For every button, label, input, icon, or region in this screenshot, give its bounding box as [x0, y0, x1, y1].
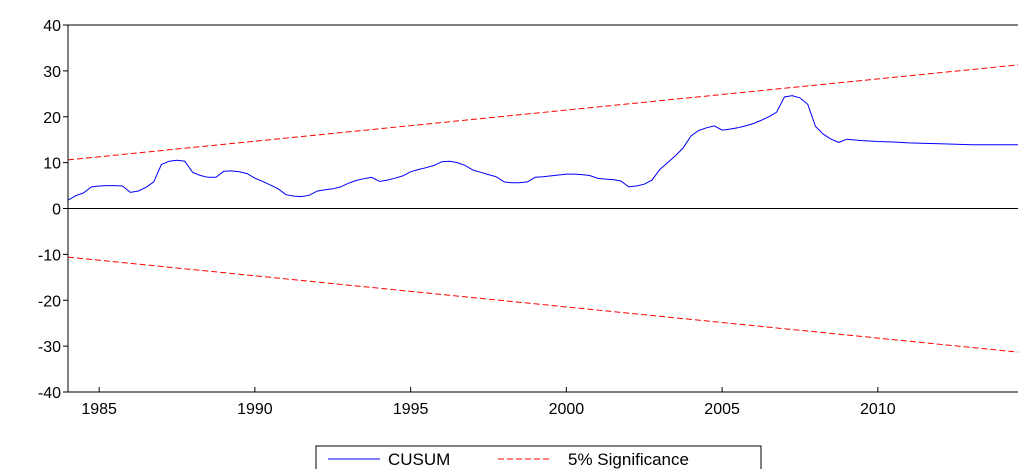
y-tick-label: -30	[38, 339, 61, 356]
cusum-line	[67, 95, 1018, 201]
x-tick-label: 2005	[704, 401, 740, 418]
y-tick-label: 0	[52, 202, 61, 219]
x-axis: 1985 1990 1995 2000 2005 2010	[81, 387, 896, 418]
y-tick-label: 20	[43, 110, 61, 127]
legend-label-significance: 5% Significance	[568, 450, 689, 469]
y-tick-label: -10	[38, 247, 61, 264]
x-tick-label: 1995	[393, 401, 429, 418]
x-tick-label: 2010	[860, 401, 896, 418]
upper-significance-line	[67, 64, 1018, 161]
lower-significance-line	[67, 256, 1018, 353]
x-tick-label: 2000	[549, 401, 585, 418]
legend: CUSUM 5% Significance	[315, 445, 762, 469]
series-lines	[67, 64, 1018, 353]
x-tick-label: 1990	[237, 401, 273, 418]
y-tick-label: -20	[38, 293, 61, 310]
legend-box	[315, 445, 762, 469]
y-axis: -40 -30 -20 -10 0 10 20 30 40	[38, 18, 68, 402]
y-tick-label: -40	[38, 385, 61, 402]
y-tick-label: 30	[43, 64, 61, 81]
legend-label-cusum: CUSUM	[388, 450, 450, 469]
y-tick-label: 10	[43, 156, 61, 173]
x-tick-label: 1985	[81, 401, 117, 418]
y-tick-label: 40	[43, 18, 61, 35]
